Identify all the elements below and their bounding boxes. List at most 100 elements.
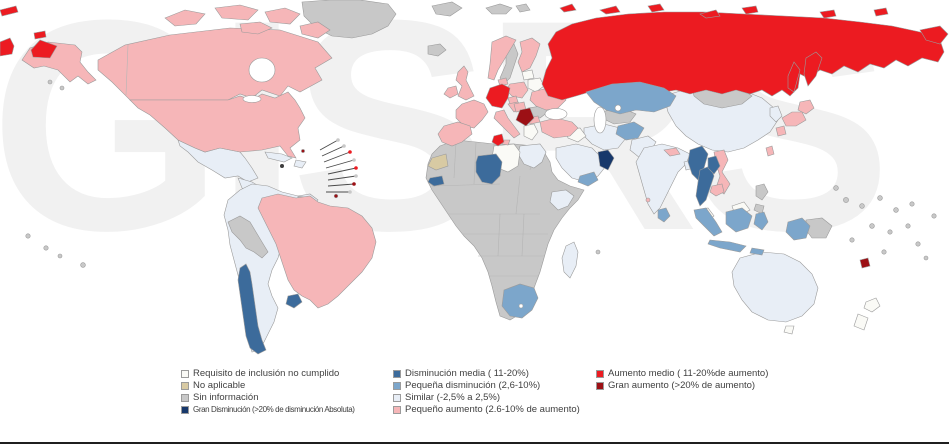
country-norway <box>487 35 517 81</box>
country-brazil <box>257 193 377 309</box>
region-chukotka-dash <box>33 30 47 40</box>
region-iberia <box>437 121 473 147</box>
aral-sea <box>614 104 622 112</box>
region-group-small-increase <box>21 4 815 309</box>
legend-label: Aumento medio ( 11-20%de aumento) <box>608 368 769 379</box>
country-belarus <box>527 77 545 93</box>
country-iran <box>583 123 627 151</box>
legend-swatch-large-decrease <box>181 406 189 414</box>
island-sulawesi <box>753 211 769 231</box>
legend-swatch-not-included <box>181 370 189 378</box>
island-jamaica <box>280 164 284 168</box>
island-dot <box>57 253 63 259</box>
country-iceland <box>427 43 447 57</box>
region-canada-arctic-4 <box>239 21 273 35</box>
island-java <box>707 239 747 253</box>
island-dot <box>905 223 911 229</box>
country-nepal <box>663 147 681 157</box>
country-japan-honshu <box>781 111 807 127</box>
island-dot <box>59 85 65 91</box>
country-sweden <box>499 43 519 85</box>
legend-item: Similar (-2,5% a 2,5%) <box>393 392 596 404</box>
country-kazakhstan <box>585 81 677 115</box>
country-madagascar <box>561 241 579 279</box>
region-group-large-increase <box>301 107 871 269</box>
island-trinidad <box>333 193 339 199</box>
country-greece <box>523 123 539 141</box>
region-chukotka-east <box>919 25 949 45</box>
legend-swatch-medium-increase <box>596 370 604 378</box>
country-oman <box>597 149 615 171</box>
legend-label: No aplicable <box>193 380 246 391</box>
island-tasmania <box>783 325 795 335</box>
region-canada-arctic-5 <box>299 21 331 39</box>
islands-lesser-sunda <box>749 247 765 256</box>
legend-swatch-small-increase <box>393 406 401 414</box>
country-fiji <box>859 257 871 269</box>
country-cambodia <box>709 183 725 197</box>
region-group-medium-decrease <box>237 145 721 355</box>
region-group-medium-increase <box>0 3 949 147</box>
island-arctic-4 <box>699 9 721 19</box>
canada-province-border <box>125 44 129 96</box>
island-arctic-1 <box>559 3 577 13</box>
island-dot <box>80 262 86 268</box>
legend-label: Gran Disminución (>20% de disminución Ab… <box>193 405 355 414</box>
country-tunisia <box>491 133 505 147</box>
legend-swatch-large-increase <box>596 382 604 390</box>
country-afghanistan <box>615 121 645 141</box>
legend-item: Pequeño aumento (2.6-10% de aumento) <box>393 404 596 416</box>
islands-maldives <box>645 197 651 203</box>
country-canada <box>97 27 333 101</box>
island-dot <box>859 203 865 209</box>
country-taiwan <box>765 145 775 157</box>
legend-label: Gran aumento (>20% de aumento) <box>608 380 756 391</box>
island-dot <box>849 237 855 243</box>
country-uruguay <box>285 293 303 309</box>
territory-svalbard-2 <box>515 3 531 13</box>
country-yemen <box>577 171 599 187</box>
country-sri-lanka <box>657 207 671 223</box>
region-group-small-decrease <box>501 81 811 319</box>
caribbean-leader-dots <box>280 138 358 194</box>
country-usa <box>129 91 306 159</box>
legend: Requisito de inclusión no cumplido No ap… <box>181 368 781 416</box>
legend-item: Pequeña disminución (2,6-10%) <box>393 380 596 392</box>
legend-column-3: Aumento medio ( 11-20%de aumento) Gran a… <box>596 368 781 392</box>
island-dot <box>843 197 849 203</box>
country-papua-new-guinea-east <box>805 217 833 239</box>
country-korea <box>769 105 783 123</box>
island-hispaniola <box>293 159 307 169</box>
legend-label: Pequeño aumento (2.6-10% de aumento) <box>405 404 580 415</box>
country-laos <box>707 155 721 175</box>
island-caribbean-red-1 <box>301 149 305 153</box>
region-baltics <box>521 69 535 81</box>
legend-label: Pequeña disminución (2,6-10%) <box>405 380 541 391</box>
country-denmark <box>497 77 509 87</box>
legend-item: No aplicable <box>181 380 393 392</box>
island-dot <box>877 195 883 201</box>
country-new-zealand-south <box>853 313 869 331</box>
country-italy <box>493 109 521 139</box>
legend-swatch-medium-decrease <box>393 370 401 378</box>
island-dot <box>931 213 937 219</box>
island-dot <box>47 79 53 85</box>
country-japan-hokkaido <box>797 99 815 115</box>
region-russia-topleft-dash <box>0 5 19 17</box>
legend-item: Aumento medio ( 11-20%de aumento) <box>596 368 781 380</box>
country-papua-new-guinea-west <box>785 217 811 241</box>
country-greenland-north <box>431 1 463 17</box>
legend-swatch-similar <box>393 394 401 402</box>
legend-item: Sin información <box>181 392 393 404</box>
country-russia <box>541 11 945 101</box>
country-senegal <box>427 175 445 187</box>
region-group-large-decrease <box>597 149 615 171</box>
island-arctic-2 <box>599 5 621 15</box>
country-finland <box>517 37 541 73</box>
island-dot <box>923 255 929 261</box>
island-dot <box>869 223 875 229</box>
country-france <box>455 99 489 129</box>
country-south-africa <box>501 283 539 319</box>
region-sakhalin <box>787 61 801 93</box>
territory-svalbard <box>485 3 513 15</box>
